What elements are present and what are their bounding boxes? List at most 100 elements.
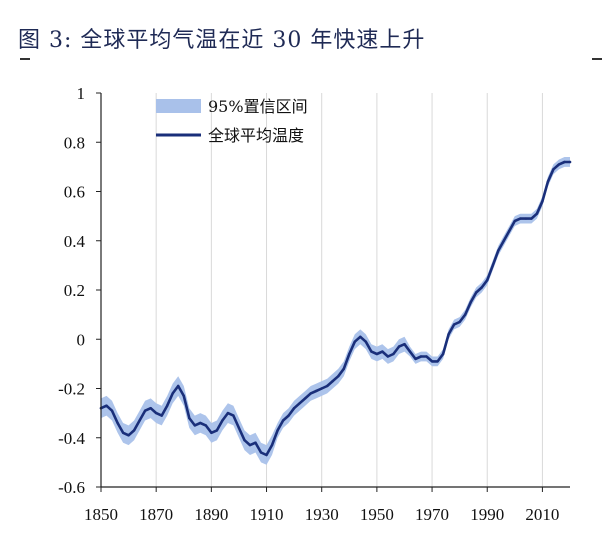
- data-point: [337, 375, 340, 378]
- data-point: [524, 217, 528, 220]
- data-point: [309, 392, 312, 395]
- data-point: [419, 355, 423, 358]
- data-point: [408, 350, 412, 353]
- data-point: [116, 421, 119, 425]
- data-point: [331, 379, 334, 383]
- y-tick-label: 1: [77, 84, 86, 103]
- data-point: [436, 360, 439, 363]
- title-underline-left: [20, 58, 30, 60]
- data-point: [276, 429, 279, 432]
- line-layer: [99, 160, 572, 457]
- legend-swatch-band: [156, 99, 201, 113]
- data-point: [359, 335, 362, 338]
- data-point: [370, 350, 373, 353]
- data-point: [469, 301, 472, 304]
- data-point: [475, 291, 478, 294]
- data-point: [199, 421, 202, 425]
- x-tick-label: 1890: [194, 505, 228, 524]
- y-tick-label: -0.6: [58, 478, 85, 497]
- data-point: [458, 320, 461, 324]
- data-point: [557, 163, 561, 166]
- data-point: [281, 419, 285, 422]
- data-point: [502, 239, 505, 242]
- data-point: [259, 451, 263, 454]
- data-point: [403, 343, 406, 346]
- x-tick-label: 1930: [305, 505, 339, 524]
- data-point: [237, 426, 241, 430]
- data-point: [138, 419, 141, 422]
- y-tick-label: 0.8: [64, 133, 85, 152]
- data-point: [392, 352, 395, 356]
- data-point: [430, 360, 434, 363]
- data-point: [232, 414, 235, 417]
- y-tick-label: 0.4: [64, 232, 86, 251]
- data-point: [188, 416, 191, 420]
- data-point: [243, 439, 246, 442]
- data-point: [568, 160, 572, 164]
- data-point: [127, 434, 130, 437]
- data-point: [447, 333, 450, 336]
- axis-layer: 1 0.8 0.6 0.4 0.2 0 -0.2 -0.4 -0.6 1850 1870 1890 19…: [58, 84, 570, 524]
- x-tick-label: 2010: [525, 505, 559, 524]
- legend-label-line: 全球平均温度: [208, 126, 304, 145]
- data-point: [348, 352, 351, 356]
- data-point: [121, 431, 125, 434]
- data-point: [397, 345, 401, 348]
- data-point: [513, 219, 516, 223]
- y-tick-label: 0: [77, 330, 86, 349]
- data-point: [287, 414, 290, 417]
- data-point: [304, 397, 307, 400]
- data-point: [425, 355, 428, 358]
- data-point: [193, 424, 196, 427]
- data-point: [320, 387, 323, 390]
- data-point: [375, 352, 379, 356]
- data-point: [315, 389, 318, 393]
- data-point: [270, 443, 274, 447]
- y-tick-label: -0.2: [58, 380, 85, 399]
- x-tick-label: 1870: [139, 505, 173, 524]
- y-tick-label: 0.6: [64, 183, 85, 202]
- data-point: [364, 340, 367, 343]
- figure-title: 图 3: 全球平均气温在近 30 年快速上升: [18, 28, 426, 53]
- data-point: [160, 414, 163, 417]
- data-point: [143, 409, 147, 412]
- data-point: [508, 229, 511, 233]
- series-line-global-mean-temperature: [99, 160, 572, 457]
- data-point: [110, 409, 114, 412]
- data-point: [563, 160, 566, 164]
- x-tick-label: 1850: [84, 505, 118, 524]
- data-point: [265, 453, 268, 457]
- data-point: [541, 200, 544, 203]
- data-point: [519, 217, 522, 220]
- y-tick-label: 0.2: [64, 281, 85, 300]
- data-point: [530, 217, 533, 220]
- data-point: [292, 407, 296, 410]
- x-tick-label: 1970: [415, 505, 449, 524]
- data-point: [171, 392, 174, 395]
- data-point: [464, 313, 467, 316]
- data-point: [326, 384, 329, 388]
- data-point: [342, 367, 345, 370]
- data-point: [552, 168, 555, 171]
- data-point: [535, 212, 539, 215]
- x-tick-label: 1950: [360, 505, 394, 524]
- data-point: [248, 443, 252, 447]
- data-point: [546, 180, 550, 183]
- data-point: [149, 407, 152, 410]
- confidence-band-layer: [101, 157, 570, 465]
- data-point: [221, 419, 224, 422]
- data-point: [226, 411, 230, 415]
- data-point: [381, 350, 384, 353]
- data-point: [480, 286, 483, 289]
- data-point: [452, 323, 456, 326]
- data-point: [414, 357, 417, 361]
- data-point: [215, 429, 219, 432]
- confidence-band-area: [101, 157, 570, 465]
- data-point: [486, 279, 489, 282]
- data-point: [497, 249, 500, 252]
- data-point: [204, 424, 207, 427]
- data-point: [386, 355, 390, 358]
- data-point: [491, 264, 494, 267]
